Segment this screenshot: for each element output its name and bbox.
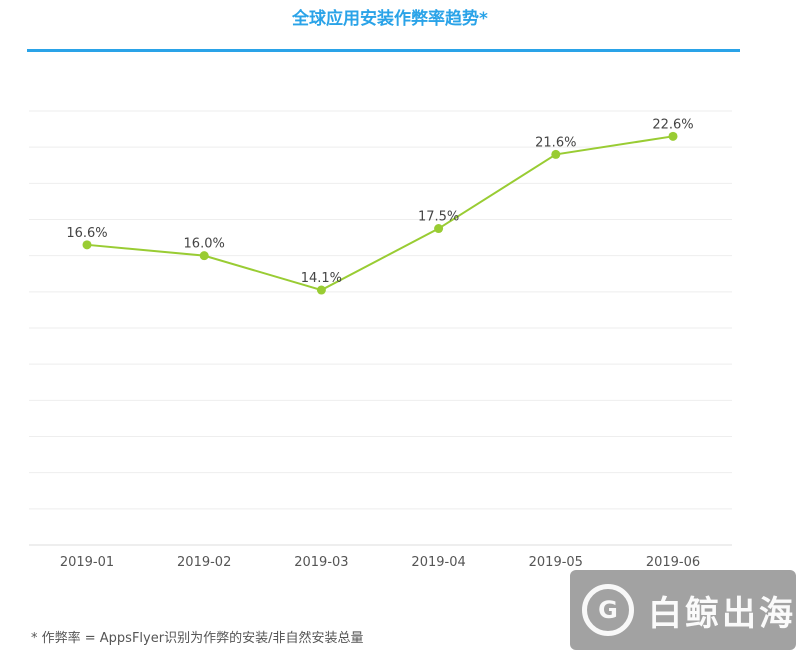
chart-title: 全球应用安装作弊率趋势* [292, 9, 488, 29]
data-label: 16.6% [66, 226, 107, 241]
data-point [551, 149, 561, 159]
data-label: 21.6% [535, 135, 576, 150]
footnote: * 作弊率 = AppsFlyer识别为作弊的安装/非自然安装总量 [31, 631, 364, 646]
x-tick-label: 2019-01 [60, 555, 114, 570]
data-point [316, 285, 326, 295]
data-point [434, 224, 444, 234]
title-underline [27, 49, 740, 52]
series-line [86, 135, 674, 292]
data-point [668, 131, 678, 141]
x-tick-label: 2019-06 [646, 555, 700, 570]
x-tick-label: 2019-05 [529, 555, 583, 570]
data-label: 17.5% [418, 210, 459, 225]
data-point [82, 240, 92, 250]
x-tick-label: 2019-04 [411, 555, 465, 570]
data-label: 16.0% [184, 237, 225, 252]
data-point [199, 251, 209, 261]
x-tick-label: 2019-03 [294, 555, 348, 570]
watermark-logo-icon: G [582, 584, 634, 636]
x-tick-label: 2019-02 [177, 555, 231, 570]
watermark: G 白鲸出海 [570, 570, 796, 650]
data-label: 14.1% [301, 271, 342, 286]
data-label: 22.6% [652, 117, 693, 132]
watermark-text: 白鲸出海 [648, 593, 796, 634]
